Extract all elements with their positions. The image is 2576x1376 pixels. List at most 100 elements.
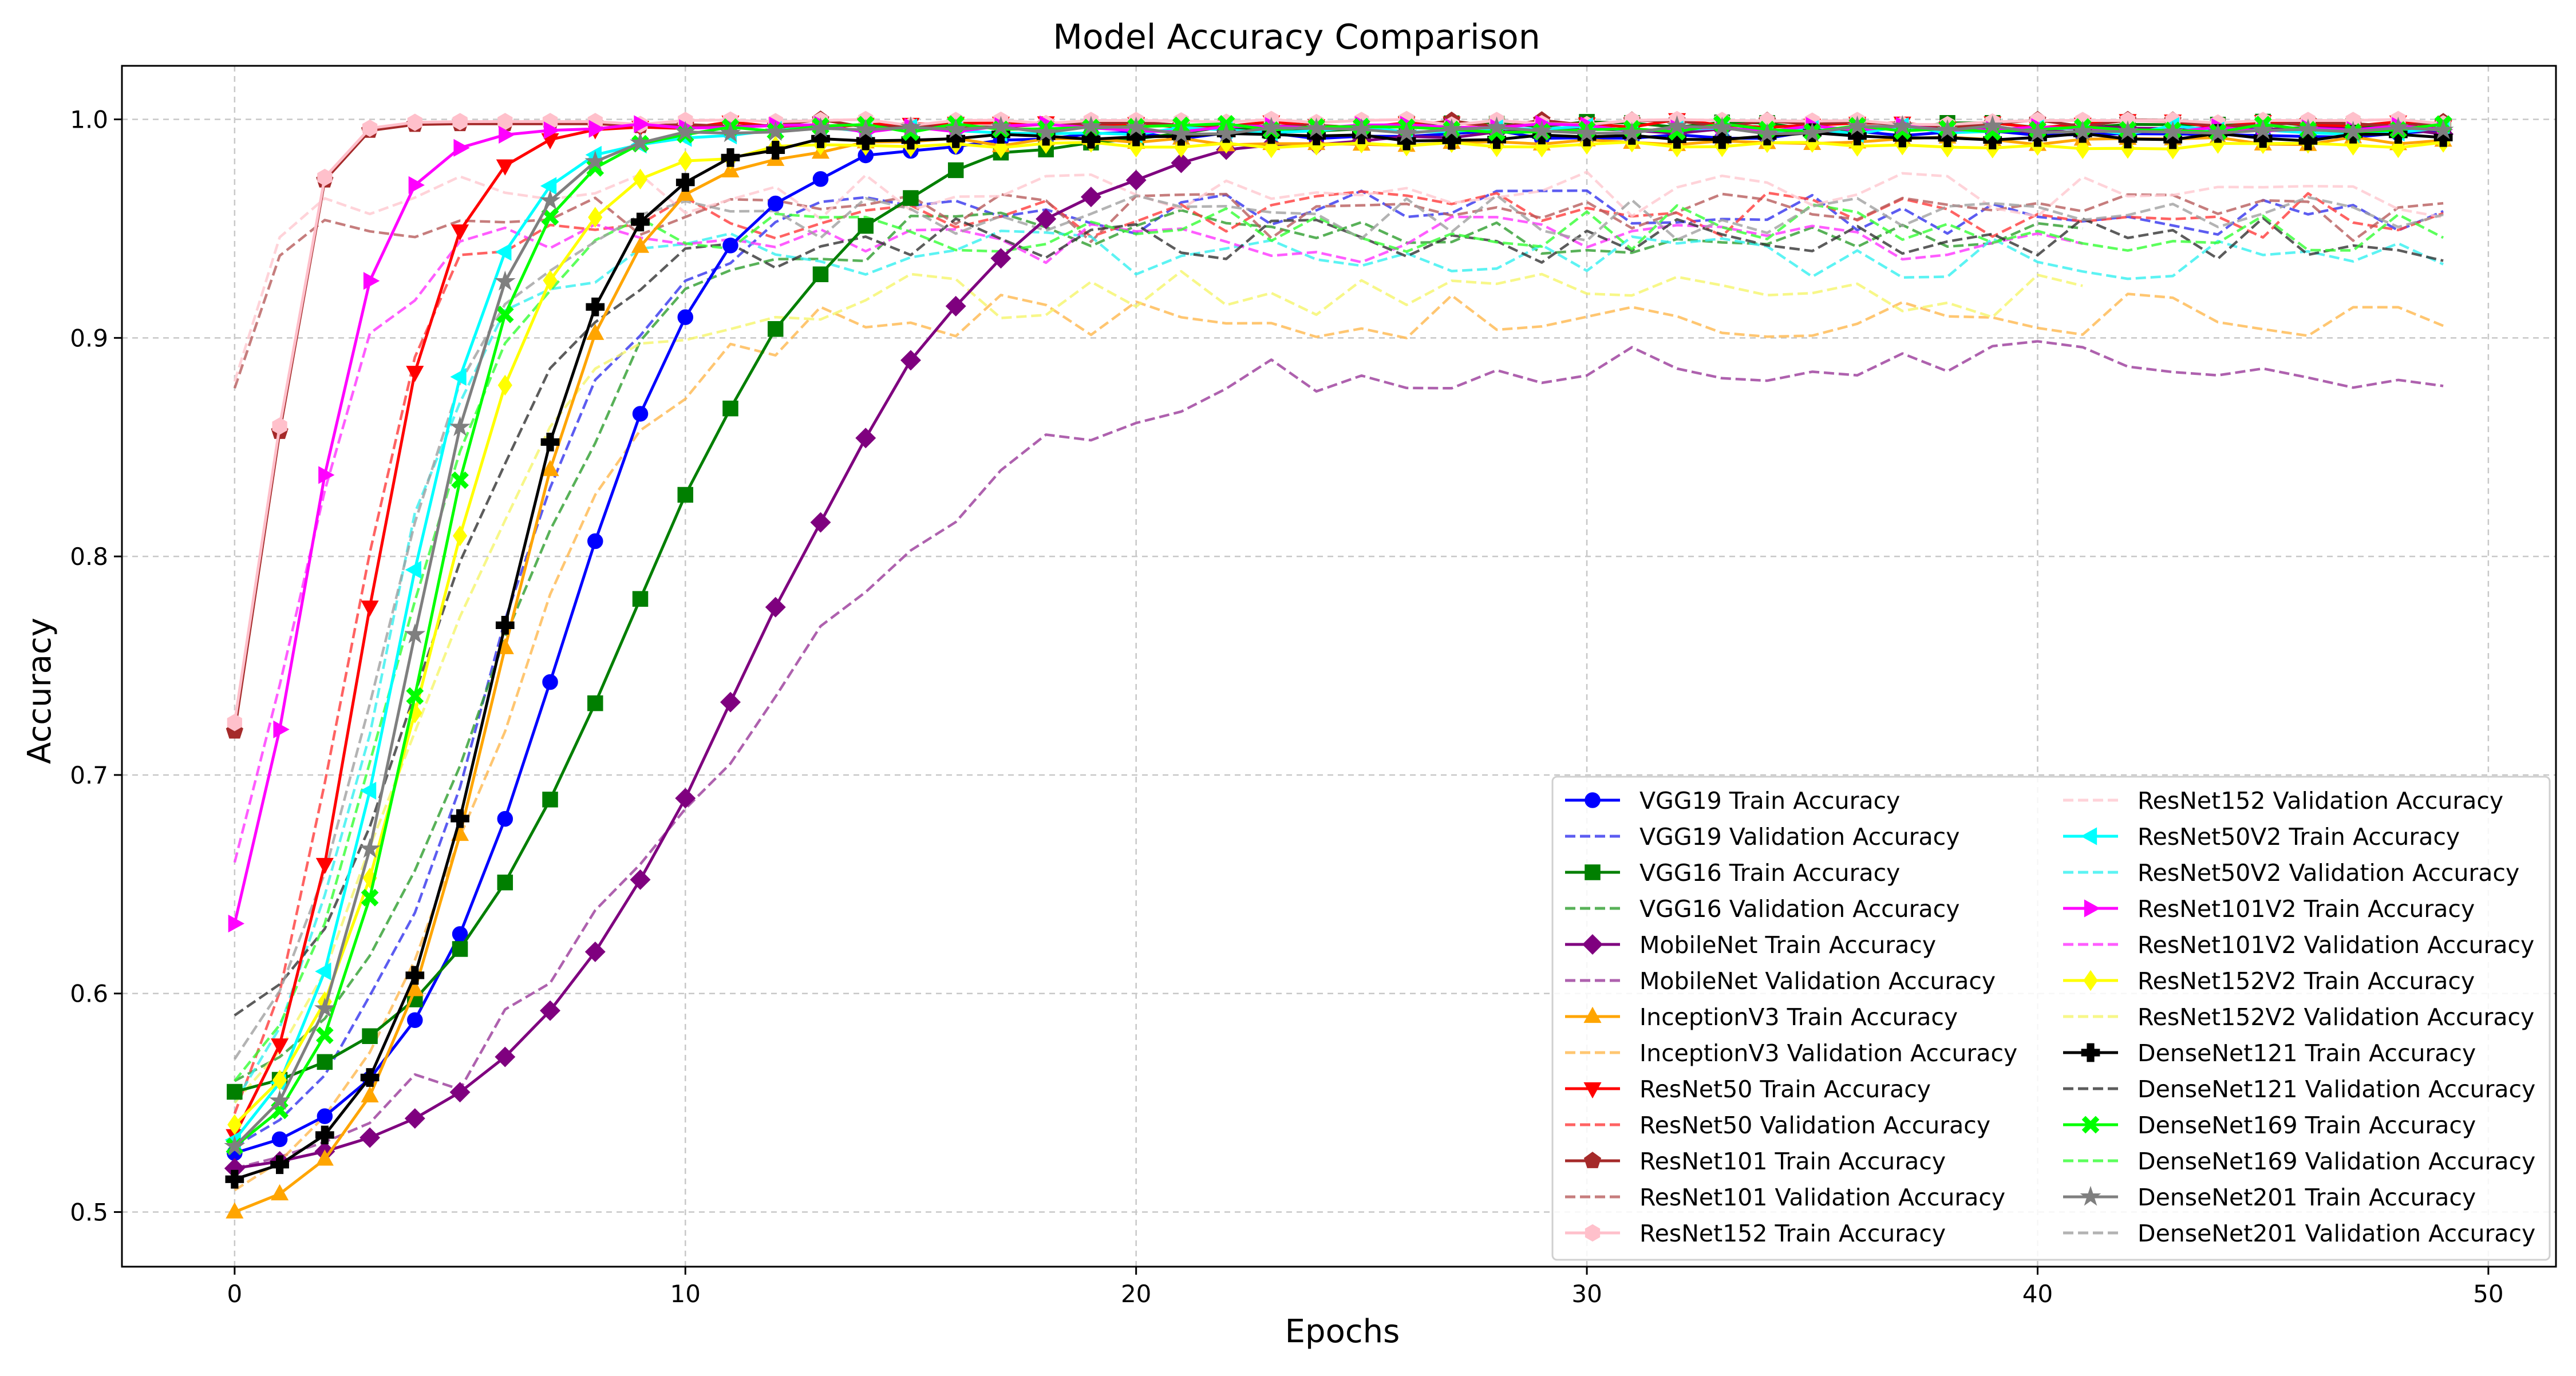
x-tick-label: 10 [670,1280,701,1308]
series-line [234,292,2444,1192]
data-point [945,295,966,317]
data-point [1937,119,1958,140]
data-point [495,1046,516,1067]
series-line [233,215,2083,863]
data-point [497,874,513,891]
data-point [587,533,603,549]
data-point [404,623,426,644]
axis-ticks: 0 10 20 30 40 50 0.5 0.6 0.7 0.8 0.9 1.0 [70,106,2503,1308]
legend: VGG19 Train Accuracy VGG19 Validation Acc… [1551,776,2551,1261]
data-point [722,238,738,254]
y-tick-label: 0.7 [70,761,108,789]
legend-item: MobileNet Validation Accuracy [1565,967,1996,995]
data-point [720,122,741,143]
data-point [675,173,695,192]
data-point [314,997,335,1018]
legend-marker [2080,1185,2101,1206]
data-point [765,121,787,141]
data-point [315,1125,334,1145]
data-point [1531,120,1552,140]
data-point [227,714,242,732]
data-point [317,1108,333,1124]
legend-item: ResNet152V2 Validation Accuracy [2063,1003,2534,1031]
legend-label: VGG16 Train Accuracy [1639,859,1900,887]
data-point [227,1084,243,1100]
data-point [1171,123,1192,143]
series-resnet101v2-validation-accuracy [233,215,2083,863]
data-point [677,309,694,325]
data-point [272,417,287,435]
legend-marker [1583,1152,1602,1168]
legend-marker [1583,1006,1602,1023]
data-point [1982,114,2004,135]
data-point [271,1184,289,1201]
data-point [2027,121,2048,142]
series-resnet50v2-validation-accuracy [233,230,2444,1104]
series-densenet201-train-accuracy [224,114,2454,1156]
series-resnet101-validation-accuracy [233,192,2444,389]
data-point [540,1000,560,1021]
data-point [2388,116,2409,137]
legend-item: DenseNet201 Train Accuracy [2063,1184,2476,1211]
y-tick-label: 1.0 [70,106,108,134]
data-point [272,1069,287,1091]
data-point [630,869,651,890]
data-point [361,1086,379,1102]
data-point [452,113,468,131]
legend-marker [1585,1224,1601,1242]
data-point [363,272,380,290]
x-tick-label: 20 [1121,1280,1151,1308]
data-point [720,691,741,713]
data-point [449,416,471,436]
legend-item: ResNet152 Validation Accuracy [2063,787,2503,814]
series-line [233,118,2444,723]
series-line [234,340,2444,1170]
data-point [406,366,424,382]
y-tick-label: 0.5 [70,1199,108,1227]
legend-item: ResNet50V2 Train Accuracy [2063,823,2460,851]
data-point [361,888,379,907]
legend-item: ResNet101 Train Accuracy [1565,1148,1946,1175]
x-tick-label: 50 [2473,1280,2503,1308]
data-point [1847,115,1868,136]
series-inceptionv3-validation-accuracy [234,292,2444,1192]
data-point [359,781,377,800]
x-tick-label: 40 [2022,1280,2053,1308]
data-point [496,159,514,176]
legend-label: ResNet50V2 Train Accuracy [2138,823,2460,851]
data-point [453,139,470,157]
legend-item: ResNet152 Train Accuracy [1565,1220,1946,1247]
data-point [1081,129,1101,149]
axes-frame [121,65,2557,1268]
data-point [588,120,605,138]
legend-item: DenseNet201 Validation Accuracy [2063,1220,2535,1247]
legend-label: ResNet101 Train Accuracy [1639,1148,1946,1175]
data-point [451,809,469,828]
data-point [900,116,922,137]
legend-item: VGG16 Validation Accuracy [1565,895,1959,923]
legend-label: InceptionV3 Validation Accuracy [1639,1039,2017,1067]
data-point [584,151,606,171]
data-point [225,1169,244,1189]
data-point [2162,121,2184,141]
data-point [1125,169,1147,191]
data-point [228,915,245,933]
data-point [360,1068,380,1087]
data-point [539,189,561,210]
data-point [408,176,425,194]
legend-label: ResNet50 Validation Accuracy [1639,1112,1990,1139]
data-point [407,113,422,131]
data-point [1666,115,1688,136]
data-point [1215,122,1237,143]
data-point [1306,117,1327,138]
data-point [315,1026,334,1045]
data-point [405,560,421,579]
data-point [674,121,696,141]
legend-label: ResNet101V2 Train Accuracy [2138,895,2475,923]
data-point [540,177,557,195]
legend-item: ResNet50V2 Validation Accuracy [2063,859,2519,887]
data-point [631,212,650,232]
data-point [1171,152,1192,173]
series-resnet152-validation-accuracy [233,171,2444,382]
data-point [359,1127,381,1148]
